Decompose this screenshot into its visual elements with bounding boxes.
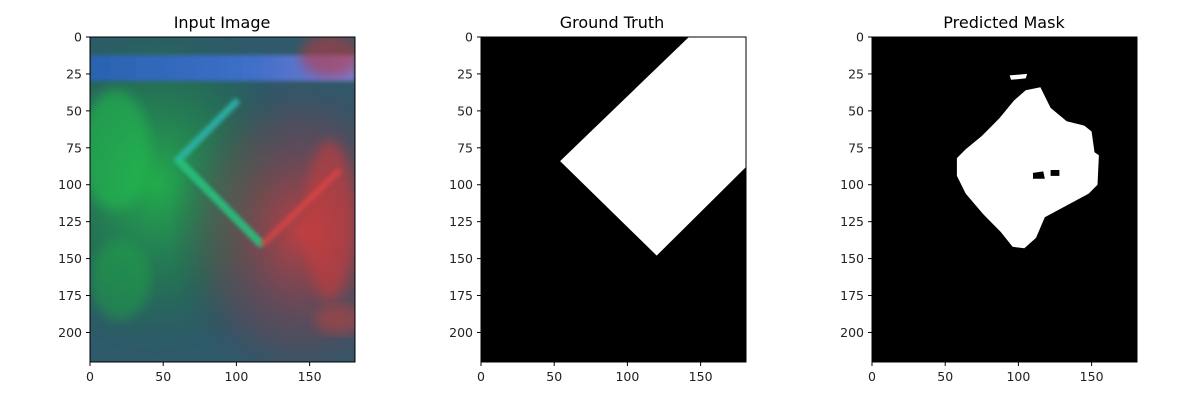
input-image — [90, 37, 355, 362]
y-tick-label: 200 — [58, 325, 82, 340]
y-tick-label: 75 — [66, 140, 82, 155]
y-tick-label: 200 — [840, 325, 864, 340]
x-tick-label: 0 — [86, 369, 94, 384]
y-tick-label: 75 — [457, 140, 473, 155]
panel-title-ground-truth: Ground Truth — [560, 13, 665, 32]
ticks-predicted-mask: 0 50 100 150 0 25 50 75 100 125 150 175 200 — [840, 30, 1103, 385]
y-tick-label: 25 — [848, 66, 864, 81]
y-tick-label: 125 — [449, 214, 473, 229]
ticks-ground-truth: 0 50 100 150 0 25 50 75 100 125 150 175 200 — [449, 30, 712, 385]
panel-ground-truth: Ground Truth 0 50 100 150 0 25 50 75 100 125 150 17… — [449, 13, 747, 385]
y-tick-label: 75 — [848, 140, 864, 155]
panel-predicted-mask: Predicted Mask 0 50 100 150 0 25 50 75 100 125 150… — [840, 13, 1138, 385]
predicted-mask-region — [956, 87, 1099, 249]
y-tick-label: 25 — [457, 66, 473, 81]
y-tick-label: 175 — [449, 288, 473, 303]
predicted-mask-hole — [1050, 170, 1060, 176]
y-tick-label: 0 — [465, 30, 473, 45]
panel-title-predicted-mask: Predicted Mask — [943, 13, 1065, 32]
y-tick-label: 25 — [66, 66, 82, 81]
y-tick-label: 0 — [856, 30, 864, 45]
predicted-mask-blob — [1009, 73, 1028, 80]
ground-truth-mask-region — [560, 37, 746, 256]
y-tick-label: 150 — [840, 251, 864, 266]
x-tick-label: 0 — [477, 369, 485, 384]
axes-frame-input — [89, 36, 356, 363]
x-tick-label: 50 — [937, 369, 953, 384]
y-tick-label: 200 — [449, 325, 473, 340]
panel-title-input: Input Image — [174, 13, 271, 32]
y-tick-label: 175 — [58, 288, 82, 303]
y-tick-label: 125 — [58, 214, 82, 229]
x-tick-label: 150 — [1080, 369, 1104, 384]
axes-frame-ground-truth — [480, 36, 747, 363]
predicted-mask-holes — [1033, 170, 1060, 179]
x-tick-label: 50 — [155, 369, 171, 384]
axes-frame-predicted-mask — [871, 36, 1138, 363]
y-tick-label: 50 — [66, 103, 82, 118]
y-tick-label: 125 — [840, 214, 864, 229]
y-tick-label: 50 — [848, 103, 864, 118]
x-tick-label: 100 — [1006, 369, 1030, 384]
predicted-mask-hole — [1033, 171, 1045, 179]
x-tick-label: 100 — [615, 369, 639, 384]
y-tick-label: 100 — [449, 177, 473, 192]
x-tick-label: 0 — [868, 369, 876, 384]
x-tick-label: 50 — [546, 369, 562, 384]
x-tick-label: 100 — [224, 369, 248, 384]
y-tick-label: 150 — [58, 251, 82, 266]
y-tick-label: 175 — [840, 288, 864, 303]
y-tick-label: 0 — [74, 30, 82, 45]
x-tick-label: 150 — [298, 369, 322, 384]
y-tick-label: 50 — [457, 103, 473, 118]
y-tick-label: 100 — [58, 177, 82, 192]
panel-input-image: Input Image 0 50 100 150 0 25 50 75 100 125 150 175… — [58, 13, 356, 385]
y-tick-label: 100 — [840, 177, 864, 192]
y-tick-label: 150 — [449, 251, 473, 266]
x-tick-label: 150 — [689, 369, 713, 384]
ticks-input: 0 50 100 150 0 25 50 75 100 125 150 175 200 — [58, 30, 321, 385]
